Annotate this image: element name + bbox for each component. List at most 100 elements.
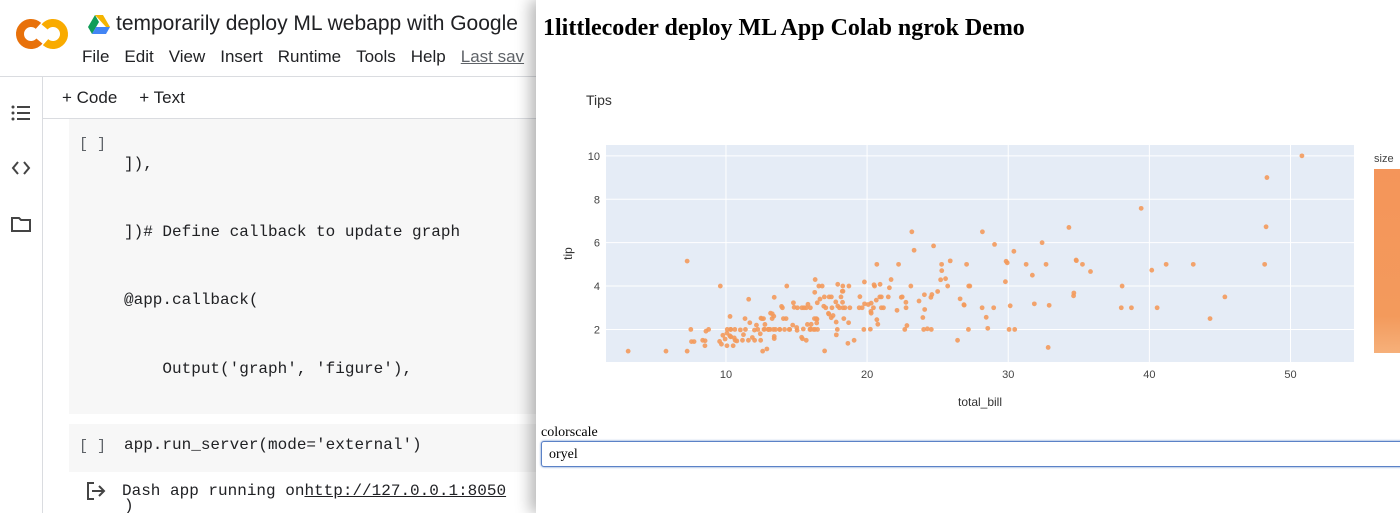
- data-point[interactable]: [728, 314, 733, 319]
- data-point[interactable]: [829, 295, 834, 300]
- data-point[interactable]: [1265, 175, 1270, 180]
- data-point[interactable]: [991, 305, 996, 310]
- data-point[interactable]: [939, 268, 944, 273]
- data-point[interactable]: [1032, 301, 1037, 306]
- menu-insert[interactable]: Insert: [220, 47, 263, 67]
- run-cell-button[interactable]: [ ]: [79, 438, 106, 455]
- data-point[interactable]: [921, 327, 926, 332]
- menu-view[interactable]: View: [169, 47, 206, 67]
- data-point[interactable]: [664, 349, 669, 354]
- data-point[interactable]: [777, 327, 782, 332]
- data-point[interactable]: [912, 248, 917, 253]
- data-point[interactable]: [725, 343, 730, 348]
- data-point[interactable]: [980, 229, 985, 234]
- data-point[interactable]: [772, 295, 777, 300]
- code-snippets-icon[interactable]: [11, 158, 31, 178]
- data-point[interactable]: [958, 296, 963, 301]
- data-point[interactable]: [790, 323, 795, 328]
- data-point[interactable]: [966, 327, 971, 332]
- data-point[interactable]: [740, 338, 745, 343]
- data-point[interactable]: [755, 327, 760, 332]
- data-point[interactable]: [822, 295, 827, 300]
- data-point[interactable]: [761, 316, 766, 321]
- menu-runtime[interactable]: Runtime: [278, 47, 341, 67]
- data-point[interactable]: [1074, 258, 1079, 263]
- data-point[interactable]: [840, 284, 845, 289]
- data-point[interactable]: [955, 338, 960, 343]
- data-point[interactable]: [835, 304, 840, 309]
- data-point[interactable]: [685, 259, 690, 264]
- data-point[interactable]: [704, 329, 709, 334]
- data-point[interactable]: [1155, 305, 1160, 310]
- data-point[interactable]: [1129, 305, 1134, 310]
- data-point[interactable]: [874, 298, 879, 303]
- data-point[interactable]: [866, 302, 871, 307]
- data-point[interactable]: [896, 262, 901, 267]
- data-point[interactable]: [809, 322, 814, 327]
- data-point[interactable]: [938, 277, 943, 282]
- data-point[interactable]: [770, 316, 775, 321]
- data-point[interactable]: [841, 316, 846, 321]
- data-point[interactable]: [902, 327, 907, 332]
- data-point[interactable]: [857, 305, 862, 310]
- data-point[interactable]: [878, 282, 883, 287]
- data-point[interactable]: [791, 300, 796, 305]
- data-point[interactable]: [1119, 305, 1124, 310]
- data-point[interactable]: [746, 297, 751, 302]
- data-point[interactable]: [1046, 345, 1051, 350]
- folder-icon[interactable]: [11, 214, 31, 234]
- data-point[interactable]: [1071, 291, 1076, 296]
- data-point[interactable]: [823, 305, 828, 310]
- colab-logo-icon[interactable]: [14, 14, 70, 54]
- data-point[interactable]: [945, 284, 950, 289]
- scatter-graph[interactable]: 10 20 30 40 50 2 4 6 8 10 Tips total_bill tip size: [536, 80, 1400, 420]
- data-point[interactable]: [1088, 269, 1093, 274]
- menu-tools[interactable]: Tools: [356, 47, 396, 67]
- data-point[interactable]: [703, 343, 708, 348]
- data-point[interactable]: [980, 305, 985, 310]
- data-point[interactable]: [1300, 153, 1305, 158]
- data-point[interactable]: [813, 277, 818, 282]
- data-point[interactable]: [731, 343, 736, 348]
- data-point[interactable]: [734, 339, 739, 344]
- data-point[interactable]: [917, 299, 922, 304]
- data-point[interactable]: [747, 320, 752, 325]
- data-point[interactable]: [770, 311, 775, 316]
- data-point[interactable]: [804, 338, 809, 343]
- data-point[interactable]: [746, 338, 751, 343]
- data-point[interactable]: [822, 349, 827, 354]
- data-point[interactable]: [1030, 273, 1035, 278]
- data-point[interactable]: [1004, 259, 1009, 264]
- data-point[interactable]: [1080, 262, 1085, 267]
- data-point[interactable]: [773, 327, 778, 332]
- data-point[interactable]: [931, 244, 936, 249]
- table-of-contents-icon[interactable]: [11, 103, 31, 123]
- data-point[interactable]: [795, 305, 800, 310]
- data-point[interactable]: [1011, 249, 1016, 254]
- data-point[interactable]: [811, 327, 816, 332]
- data-point[interactable]: [1191, 262, 1196, 267]
- data-point[interactable]: [1264, 224, 1269, 229]
- data-point[interactable]: [1067, 225, 1072, 230]
- data-point[interactable]: [760, 349, 765, 354]
- data-point[interactable]: [962, 302, 967, 307]
- data-point[interactable]: [743, 316, 748, 321]
- data-point[interactable]: [732, 327, 737, 332]
- data-point[interactable]: [992, 242, 997, 247]
- data-point[interactable]: [874, 317, 879, 322]
- data-point[interactable]: [1008, 303, 1013, 308]
- data-point[interactable]: [826, 311, 831, 316]
- data-point[interactable]: [985, 326, 990, 331]
- menu-help[interactable]: Help: [411, 47, 446, 67]
- data-point[interactable]: [685, 349, 690, 354]
- run-cell-button[interactable]: [ ]: [79, 136, 106, 153]
- last-saved-link[interactable]: Last sav: [461, 47, 524, 67]
- output-exit-icon[interactable]: [86, 482, 106, 500]
- data-point[interactable]: [839, 295, 844, 300]
- code-cell[interactable]: [ ] app.run_server(mode='external'): [69, 424, 560, 472]
- data-point[interactable]: [909, 229, 914, 234]
- data-point[interactable]: [840, 300, 845, 305]
- data-point[interactable]: [920, 315, 925, 320]
- data-point[interactable]: [688, 327, 693, 332]
- data-point[interactable]: [872, 284, 877, 289]
